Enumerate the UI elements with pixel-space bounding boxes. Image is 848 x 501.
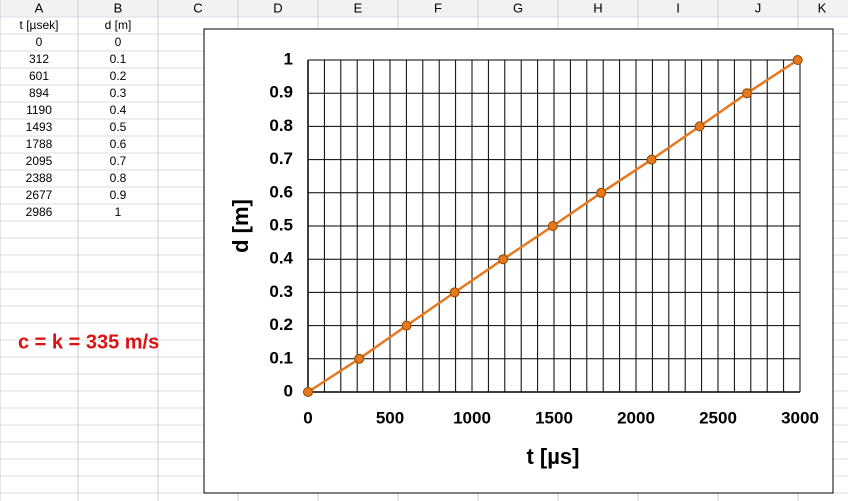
table-cell: 0.1 [110, 52, 127, 66]
x-tick-label: 1500 [535, 408, 573, 427]
y-tick-label: 0.8 [269, 116, 293, 135]
y-tick-label: 0.3 [269, 282, 293, 301]
column-header: K [818, 0, 827, 15]
data-point [449, 287, 460, 298]
table-cell: 1788 [26, 137, 53, 151]
column-header: E [354, 0, 363, 15]
x-tick-label: 2500 [699, 408, 737, 427]
data-point [596, 187, 607, 198]
y-tick-label: 0.5 [269, 215, 293, 234]
data-point [742, 88, 753, 99]
table-cell: 1190 [26, 103, 52, 117]
y-tick-label: 0.7 [269, 149, 293, 168]
table-cell: 1493 [26, 120, 53, 134]
table-cell: 0.9 [110, 188, 127, 202]
table-cell: 1 [115, 205, 122, 219]
table-cell: 0 [115, 35, 122, 49]
table-cell: 601 [29, 69, 49, 83]
plot: 0 0.1 0.2 0.3 0.4 0.5 0.6 0.7 0.8 0.9 1 0 500 1000 150… [269, 49, 819, 427]
x-tick-label: 3000 [781, 408, 819, 427]
data-point [547, 221, 558, 231]
column-header: G [513, 0, 523, 15]
data-point [401, 320, 412, 331]
y-tick-label: 0.4 [269, 249, 293, 268]
column-header: A [35, 0, 44, 15]
table-header: d [m] [105, 18, 132, 32]
column-header: C [193, 0, 202, 15]
table-cell: 2986 [26, 205, 53, 219]
column-header: J [755, 0, 762, 15]
y-tick-label: 0.1 [269, 348, 293, 367]
table-cell: 0.7 [110, 154, 127, 168]
column-header: D [273, 0, 282, 15]
y-tick-label: 0.9 [269, 83, 293, 102]
x-axis-title: t [µs] [526, 444, 579, 469]
y-tick-label: 0 [284, 381, 293, 400]
table-cell: 2388 [26, 171, 53, 185]
y-axis-title: d [m] [228, 199, 253, 253]
column-header: H [593, 0, 602, 15]
data-point [303, 387, 313, 397]
data-point [354, 353, 365, 364]
y-tick-label: 0.6 [269, 182, 293, 201]
table-cell: 2677 [26, 188, 53, 202]
table-cell: 0.6 [110, 137, 127, 151]
table-cell: 312 [29, 52, 49, 66]
table-cell: 0.4 [110, 103, 127, 117]
column-header: I [676, 0, 680, 15]
data-point [792, 55, 803, 65]
note: c = k = 335 m/s [18, 331, 159, 353]
x-tick-label: 500 [376, 408, 404, 427]
table-cell: 0.5 [110, 120, 127, 134]
data-point [694, 121, 705, 132]
data-point [646, 154, 657, 165]
data-point [498, 254, 509, 265]
column-header-bar [0, 0, 848, 17]
table-cell: 0.3 [110, 86, 127, 100]
table-cell: 2095 [26, 154, 53, 168]
y-tick-label: 1 [284, 49, 293, 68]
table-cell: 0 [36, 35, 43, 49]
y-tick-label: 0.2 [269, 315, 293, 334]
column-header: B [114, 0, 123, 15]
table-cell: 0.8 [110, 171, 127, 185]
table-cell: 0.2 [110, 69, 127, 83]
table-cell: 894 [29, 86, 49, 100]
x-tick-label: 1000 [453, 408, 491, 427]
table-header: t [µsek] [20, 18, 59, 32]
column-header: F [434, 0, 442, 15]
x-tick-label: 2000 [617, 408, 655, 427]
x-tick-label: 0 [303, 408, 312, 427]
